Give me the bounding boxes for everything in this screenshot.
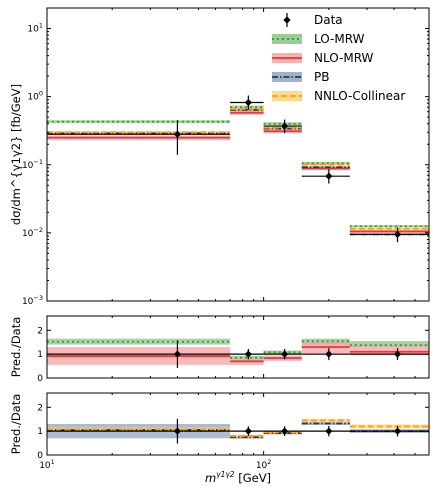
main-frame — [46, 7, 430, 302]
main-ytick-label-base-0: 10 — [22, 297, 34, 307]
ratio1-data-marker-3 — [325, 350, 333, 358]
x-axis-title-main: m — [205, 471, 216, 485]
ratio2-ytick-label-2: 2 — [37, 403, 43, 413]
ratio2-band-nnlo-collinear-3 — [301, 418, 350, 423]
legend-data-marker — [283, 16, 291, 24]
main-y-axis-title: dσ/dm^{γ1γ2} [fb/GeV] — [9, 84, 23, 225]
x-axis-title-super: γ1γ2 — [216, 470, 235, 479]
main-ytick-label-exp-2: −1 — [33, 158, 43, 166]
legend-label-nnlo-collinear: NNLO-Collinear — [314, 89, 405, 103]
x-axis-title: mγ1γ2 [GeV] — [205, 470, 271, 485]
ratio1-data-marker-2 — [281, 350, 289, 358]
main-data-marker-4 — [393, 230, 402, 238]
ratio1-frame — [46, 315, 430, 379]
main-ytick-label-0: 10−3 — [22, 294, 43, 307]
legend-label-lo-mrw: LO-MRW — [314, 32, 365, 46]
main-ytick-label-3: 100 — [27, 90, 43, 103]
main-panel — [47, 95, 429, 243]
main-ytick-label-exp-0: −3 — [33, 294, 43, 302]
ratio1-data-marker-1 — [244, 350, 252, 358]
main-data-marker-0 — [173, 130, 182, 138]
main-data-marker-2 — [281, 122, 289, 130]
ratio1-band-lo-mrw-2 — [263, 350, 302, 355]
ratio1-panel — [47, 338, 429, 368]
main-band-pb-0 — [47, 132, 231, 135]
ratio1-ytick-label-0: 0 — [37, 374, 43, 384]
x-tick-label-base-0: 10 — [39, 461, 51, 471]
ratio1-band-nlo-mrw-4 — [349, 345, 429, 356]
main-ytick-label-exp-3: 0 — [39, 90, 43, 98]
main-ytick-label-base-2: 10 — [22, 161, 34, 171]
main-ytick-label-exp-4: 1 — [39, 22, 43, 30]
ratio2-data-marker-2 — [281, 427, 289, 435]
main-ytick-label-base-3: 10 — [27, 93, 39, 103]
x-tick-label-base-1: 10 — [256, 461, 268, 471]
ratio1-data-marker-0 — [173, 350, 182, 358]
main-ytick-label-4: 101 — [27, 22, 43, 35]
main-band-lo-mrw-3 — [301, 161, 350, 165]
main-ytick-label-1: 10−2 — [22, 226, 43, 239]
main-data-marker-1 — [244, 98, 252, 107]
main-data-marker-3 — [325, 172, 333, 180]
main-ytick-label-base-4: 10 — [27, 25, 39, 35]
x-tick-label-0: 101 — [39, 458, 55, 471]
legend: Data LO-MRW NLO-MRW PB NNLO-Collinear — [272, 13, 405, 103]
legend-label-data: Data — [314, 13, 343, 27]
legend-label-nlo-mrw: NLO-MRW — [314, 51, 374, 65]
ratio1-y-axis-title: Pred./Data — [9, 317, 23, 378]
x-tick-label-1: 102 — [256, 458, 272, 471]
ratio1-band-lo-mrw-3 — [301, 338, 350, 345]
ratio2-band-nnlo-collinear-1 — [230, 434, 264, 438]
ratio2-panel — [47, 418, 429, 444]
ratio2-ytick-label-0: 0 — [37, 451, 43, 461]
ratio2-y-axis-title: Pred./Data — [9, 394, 23, 455]
ratio2-ytick-label-1: 1 — [37, 427, 43, 437]
ratio2-frame — [46, 392, 430, 456]
main-band-nnlo-collinear-3 — [301, 163, 350, 166]
main-band-lo-mrw-2 — [263, 122, 302, 126]
legend-label-pb: PB — [314, 70, 329, 84]
main-ytick-label-base-1: 10 — [22, 229, 34, 239]
ratio1-band-lo-mrw-4 — [349, 341, 429, 347]
x-tick-label-exp-1: 2 — [267, 458, 271, 466]
main-band-lo-mrw-4 — [349, 225, 429, 228]
ratio1-ytick-label-2: 2 — [37, 326, 43, 336]
x-tick-label-exp-0: 1 — [51, 458, 55, 466]
ratio1-ytick-label-1: 1 — [37, 350, 43, 360]
main-ytick-label-2: 10−1 — [22, 158, 43, 171]
ratio1-data-marker-4 — [393, 350, 402, 358]
ratio2-data-marker-1 — [244, 427, 252, 435]
ratio2-data-marker-4 — [393, 427, 402, 435]
ratio2-data-marker-3 — [325, 427, 333, 435]
main-ytick-label-exp-1: −2 — [33, 226, 43, 234]
x-axis-title-unit: [GeV] — [235, 471, 271, 485]
ratio2-data-marker-0 — [173, 427, 182, 435]
